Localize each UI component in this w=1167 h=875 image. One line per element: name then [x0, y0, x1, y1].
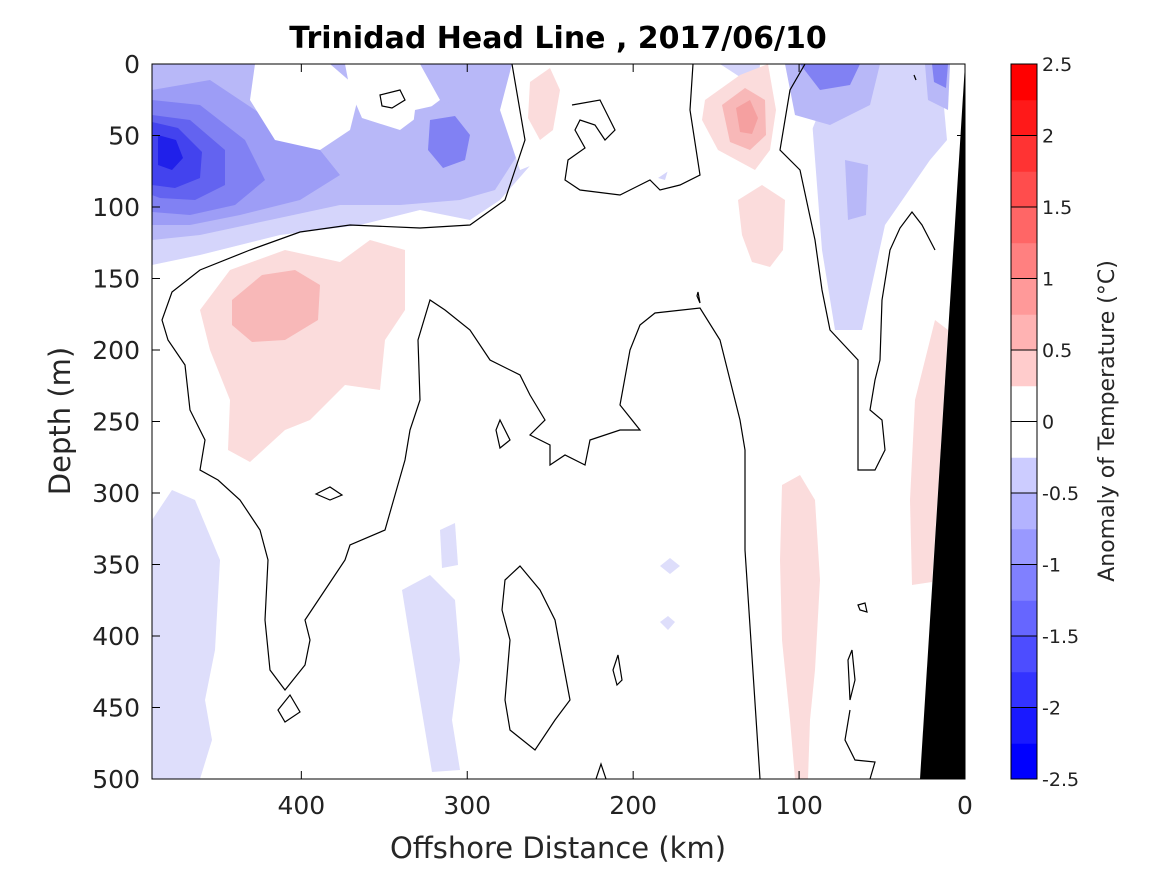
x-tick-label: 0 — [957, 791, 973, 820]
colorbar-tick-label: 0.5 — [1042, 340, 1072, 362]
x-axis: 400 300 200 100 0 — [277, 64, 973, 820]
warm-anomaly-region — [736, 100, 758, 134]
y-tick-label: 450 — [92, 694, 140, 723]
colorbar-tick-label: 2 — [1042, 126, 1054, 148]
x-tick-label: 400 — [277, 791, 325, 820]
warm-anomaly-region — [910, 320, 948, 585]
colorbar: 2.5 2 1.5 1 0.5 0 -0.5 -1 -1.5 -2 -2.5 — [1010, 54, 1079, 791]
cold-anomaly-region — [152, 490, 220, 779]
colorbar-segment — [1011, 600, 1037, 637]
cold-anomaly-region — [158, 135, 183, 170]
x-tick-label: 300 — [443, 791, 491, 820]
x-tick-label: 200 — [609, 791, 657, 820]
y-tick-label: 400 — [92, 622, 140, 651]
zero-contour — [379, 89, 406, 109]
plot-area — [151, 63, 966, 780]
x-axis-label: Offshore Distance (km) — [390, 831, 726, 865]
colorbar-tick-label: 2.5 — [1042, 54, 1072, 76]
cold-anomaly-region — [932, 64, 948, 88]
cold-anomaly-region — [660, 558, 680, 574]
colorbar-tick-label: -1.5 — [1042, 626, 1079, 648]
y-tick-label: 300 — [92, 479, 140, 508]
temperature-anomaly-contours — [152, 64, 965, 779]
y-tick-label: 500 — [92, 765, 140, 794]
colorbar-segment — [1011, 314, 1037, 351]
warm-anomaly-region — [528, 68, 560, 140]
colorbar-segment — [1011, 207, 1037, 244]
cold-anomaly-region — [440, 523, 458, 568]
zero-contour-lines — [161, 64, 936, 779]
colorbar-tick-label: 1.5 — [1042, 197, 1072, 219]
warm-anomaly-region — [738, 185, 785, 267]
zero-contour — [844, 709, 876, 779]
zero-contour — [595, 762, 607, 779]
zero-contour — [612, 654, 623, 687]
zero-contour — [314, 486, 344, 501]
colorbar-tick-label: 0 — [1042, 412, 1054, 434]
zero-contour — [564, 64, 701, 196]
colorbar-tick-label: -2 — [1042, 698, 1061, 720]
colorbar-segment — [1011, 493, 1037, 530]
colorbar-segment — [1011, 457, 1037, 494]
y-axis-label: Depth (m) — [43, 347, 77, 495]
zero-contour — [857, 602, 868, 613]
warm-anomaly-region — [232, 270, 320, 342]
colorbar-segment — [1011, 636, 1037, 673]
chart-title: Trinidad Head Line , 2017/06/10 — [289, 21, 826, 56]
cold-anomaly-region — [785, 64, 880, 125]
cold-anomaly-region — [428, 116, 470, 168]
colorbar-tick-label: -1 — [1042, 555, 1061, 577]
zero-contour — [847, 649, 856, 701]
colorbar-segment — [1011, 171, 1037, 208]
colorbar-segment — [1011, 242, 1037, 279]
colorbar-segment — [1011, 421, 1037, 458]
cold-anomaly-region — [402, 575, 460, 772]
colorbar-segment — [1011, 671, 1037, 708]
zero-contour — [495, 418, 511, 450]
y-tick-label: 200 — [92, 336, 140, 365]
zero-contour — [913, 74, 917, 81]
colorbar-tick-label: 1 — [1042, 269, 1054, 291]
colorbar-segment — [1011, 564, 1037, 601]
colorbar-segment — [1011, 350, 1037, 387]
zero-contour — [779, 64, 936, 471]
zero-contour — [501, 565, 571, 751]
colorbar-segment — [1011, 135, 1037, 172]
warm-anomaly-region — [780, 475, 820, 779]
colorbar-segment — [1011, 99, 1037, 136]
zero-contour — [277, 693, 301, 723]
colorbar-segment — [1011, 743, 1037, 780]
y-tick-label: 350 — [92, 551, 140, 580]
x-tick-label: 100 — [775, 791, 823, 820]
cold-anomaly-region — [660, 616, 675, 630]
y-tick-label: 150 — [92, 265, 140, 294]
colorbar-segment — [1011, 278, 1037, 315]
cold-anomaly-region — [845, 160, 868, 220]
colorbar-segment — [1011, 707, 1037, 744]
y-tick-label: 100 — [92, 193, 140, 222]
bathymetry-mask — [920, 64, 965, 779]
colorbar-tick-label: -2.5 — [1042, 769, 1079, 791]
y-tick-label: 50 — [108, 122, 140, 151]
y-tick-label: 250 — [92, 408, 140, 437]
colorbar-segment — [1011, 528, 1037, 565]
zero-contour — [161, 64, 761, 779]
colorbar-segment — [1011, 64, 1037, 101]
colorbar-segment — [1011, 385, 1037, 422]
y-tick-label: 0 — [124, 50, 140, 79]
zero-contour — [696, 291, 701, 304]
neutral-region — [250, 64, 360, 150]
cold-anomaly-region — [800, 64, 860, 90]
y-axis: 0 50 100 150 200 250 300 350 400 450 500 — [92, 50, 965, 794]
colorbar-tick-label: -0.5 — [1042, 483, 1079, 505]
colorbar-label: Anomaly of Temperature (°C) — [1095, 260, 1120, 582]
